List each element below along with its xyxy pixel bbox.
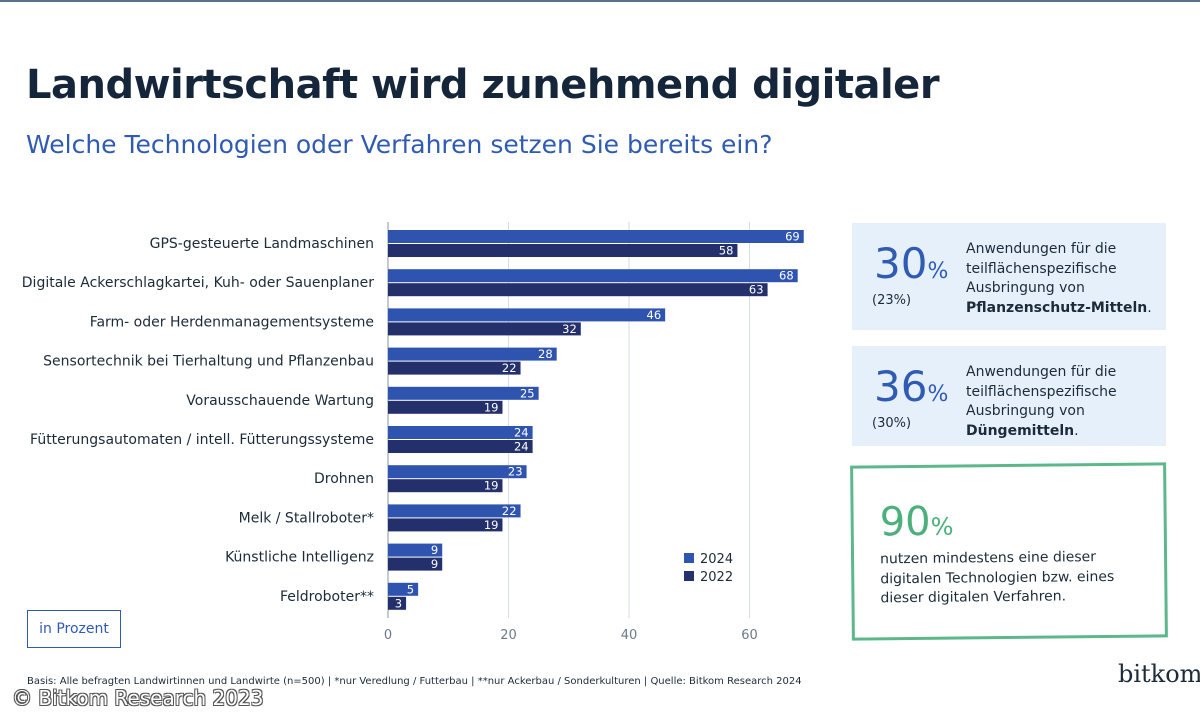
category-label: GPS-gesteuerte Landmaschinen xyxy=(150,236,374,252)
category-label: Fütterungsautomaten / intell. Fütterungs… xyxy=(30,432,374,448)
bar-2022 xyxy=(388,322,581,336)
legend-swatch-2022 xyxy=(684,571,694,581)
bar-value-label: 19 xyxy=(484,518,499,532)
bar-2024 xyxy=(388,308,666,322)
category-label: Farm- oder Herdenmanagementsysteme xyxy=(90,314,374,330)
bar-value-label: 68 xyxy=(779,269,794,283)
bar-value-label: 3 xyxy=(395,596,402,610)
bar-value-label: 19 xyxy=(484,479,499,493)
copyright-watermark: © Bitkom Research 2023 xyxy=(12,686,264,710)
bar-2024 xyxy=(388,465,527,479)
category-label: Feldroboter** xyxy=(280,589,374,605)
x-tick-label: 20 xyxy=(500,628,517,643)
bar-2022 xyxy=(388,244,738,257)
bar-value-label: 5 xyxy=(407,582,414,596)
page-title: Landwirtschaft wird zunehmend digitaler xyxy=(26,62,940,108)
highlight-description: nutzen mindestens eine dieser digitalen … xyxy=(879,549,1115,607)
bar-value-label: 19 xyxy=(484,400,499,414)
bar-2022 xyxy=(388,283,768,297)
unit-label: in Prozent xyxy=(27,610,121,648)
bar-value-label: 23 xyxy=(508,465,523,479)
stat-value: 30% xyxy=(874,239,949,288)
bar-2024 xyxy=(388,347,557,361)
bar-2022 xyxy=(388,557,443,571)
category-label: Sensortechnik bei Tierhaltung und Pflanz… xyxy=(43,354,374,370)
bar-2024 xyxy=(388,426,533,439)
stat-previous: (30%) xyxy=(872,416,912,431)
page-subtitle: Welche Technologien oder Verfahren setze… xyxy=(26,130,773,159)
category-label: Digitale Ackerschlagkartei, Kuh- oder Sa… xyxy=(22,275,374,291)
bar-2022 xyxy=(388,440,533,453)
bar-2024 xyxy=(388,543,443,557)
bar-2022 xyxy=(388,518,503,532)
x-tick-label: 40 xyxy=(621,628,638,643)
highlight-card: 90% nutzen mindestens eine dieser digita… xyxy=(850,462,1168,641)
legend-label-2024: 2024 xyxy=(700,552,733,567)
bar-2022 xyxy=(388,596,407,610)
bar-2022 xyxy=(388,400,503,414)
bar-2024 xyxy=(388,230,804,243)
bitkom-logo: bitkom xyxy=(1118,660,1200,688)
category-label: Vorausschauende Wartung xyxy=(186,393,374,409)
bar-value-label: 69 xyxy=(785,230,800,244)
bar-2024 xyxy=(388,582,419,596)
stat-previous: (23%) xyxy=(872,293,912,308)
bar-value-label: 22 xyxy=(502,504,517,518)
bar-value-label: 9 xyxy=(431,543,438,557)
legend-label-2022: 2022 xyxy=(700,570,733,585)
category-label: Künstliche Intelligenz xyxy=(225,550,374,566)
stat-value: 36% xyxy=(874,362,949,411)
bar-2022 xyxy=(388,479,503,493)
bar-value-label: 24 xyxy=(514,440,529,454)
footnote: Basis: Alle befragten Landwirtinnen und … xyxy=(27,676,802,687)
bar-value-label: 28 xyxy=(538,347,553,361)
bar-2024 xyxy=(388,386,539,400)
bar-value-label: 32 xyxy=(562,322,577,336)
bar-2024 xyxy=(388,504,521,518)
bar-value-label: 9 xyxy=(431,557,438,571)
bar-value-label: 25 xyxy=(520,386,535,400)
bar-2024 xyxy=(388,269,798,283)
highlight-value: 90% xyxy=(879,498,954,546)
x-tick-label: 0 xyxy=(384,628,392,643)
legend-swatch-2024 xyxy=(684,553,694,563)
bar-value-label: 63 xyxy=(749,283,764,297)
bar-value-label: 58 xyxy=(719,244,734,258)
category-label: Drohnen xyxy=(314,471,374,487)
bar-value-label: 46 xyxy=(647,308,662,322)
bar-value-label: 22 xyxy=(502,361,517,375)
category-label: Melk / Stallroboter* xyxy=(239,510,374,526)
bar-value-label: 24 xyxy=(514,426,529,440)
bar-2022 xyxy=(388,361,521,375)
stat-card-duengemittel: 36% (30%) Anwendungen für die teilfläche… xyxy=(852,346,1166,446)
stat-description: Anwendungen für die teilflächenspezifisc… xyxy=(966,364,1117,439)
stat-description: Anwendungen für die teilflächenspezifisc… xyxy=(966,241,1152,316)
x-tick-label: 60 xyxy=(741,628,758,643)
stat-card-pflanzenschutz: 30% (23%) Anwendungen für die teilfläche… xyxy=(852,223,1166,330)
top-rule xyxy=(0,0,1200,2)
